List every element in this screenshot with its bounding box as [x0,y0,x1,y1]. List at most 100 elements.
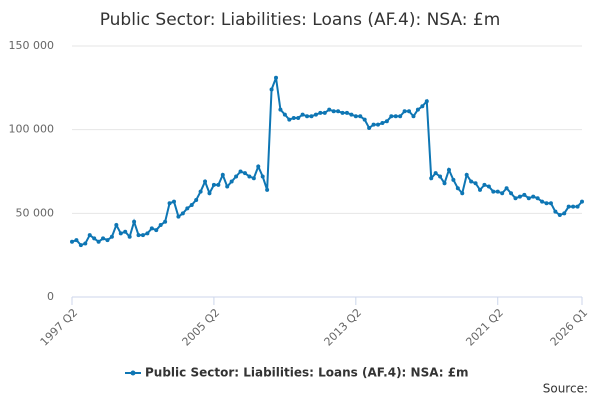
point [180,211,185,216]
point [313,112,318,117]
point [509,191,514,196]
chart-title: Public Sector: Liabilities: Loans (AF.4)… [100,10,501,30]
point [500,191,505,196]
point [344,110,349,115]
y-tick-label: 150 000 [9,39,55,52]
point [176,214,181,219]
point [557,213,562,218]
point [300,112,305,117]
point [446,167,451,172]
point [358,114,363,119]
point [185,206,190,211]
point [291,115,296,120]
point [420,104,425,109]
point [274,75,278,80]
point [513,196,518,201]
point [318,110,323,115]
point [407,109,412,114]
point [96,239,101,244]
y-tick-label: 0 [47,290,54,303]
point [482,182,487,187]
point [256,164,261,169]
point [371,122,376,127]
point [495,189,500,194]
point [566,204,571,209]
point [203,179,208,184]
point [460,191,465,196]
point [260,174,265,179]
point [101,236,106,241]
point [269,87,274,92]
point [211,182,216,187]
point [158,223,163,228]
point [123,229,128,234]
y-tick-label: 100 000 [9,123,55,136]
point [78,243,83,248]
point [553,209,558,214]
point [207,191,212,196]
point [415,107,420,112]
point [74,238,79,243]
point [540,199,545,204]
point [349,112,354,117]
point [522,192,527,197]
point [362,117,367,122]
point [384,119,389,124]
point [327,107,332,112]
point [225,184,230,189]
point [247,174,252,179]
legend-marker [130,370,136,376]
x-tick-label: 1997 Q2 [38,306,81,349]
x-tick-label: 2013 Q2 [322,306,365,349]
point [393,114,398,119]
point [140,233,145,238]
point [517,194,522,199]
y-tick-label: 50 000 [16,206,55,219]
point [504,186,509,191]
point [367,125,372,130]
point [216,182,221,187]
point [455,186,460,191]
point [526,196,531,201]
point [194,197,199,202]
point [220,172,225,177]
point [154,228,159,233]
point [464,172,469,177]
point [562,211,567,216]
point [353,114,358,119]
point [189,202,194,207]
point [265,187,270,192]
point [105,238,110,243]
point [127,234,132,239]
point [229,179,234,184]
point [336,109,341,114]
point [433,171,438,176]
point [424,99,429,104]
source: Source: [543,382,588,396]
point [531,194,536,199]
point [305,114,310,119]
point [322,110,327,115]
x-tick-label: 2021 Q2 [463,306,506,349]
point [442,181,447,186]
point [411,114,416,119]
point [544,201,549,206]
point [163,219,168,224]
point [486,184,491,189]
point [167,201,172,206]
point [571,204,576,209]
point [469,179,474,184]
point [282,112,287,117]
point [473,181,478,186]
point [389,114,394,119]
point [575,204,580,209]
point [136,233,141,238]
x-tick-label: 2005 Q2 [180,306,223,349]
point [87,233,92,238]
point [132,219,137,224]
point [114,223,119,228]
point [535,196,540,201]
point [438,174,443,179]
point [478,187,482,192]
point [296,115,301,120]
